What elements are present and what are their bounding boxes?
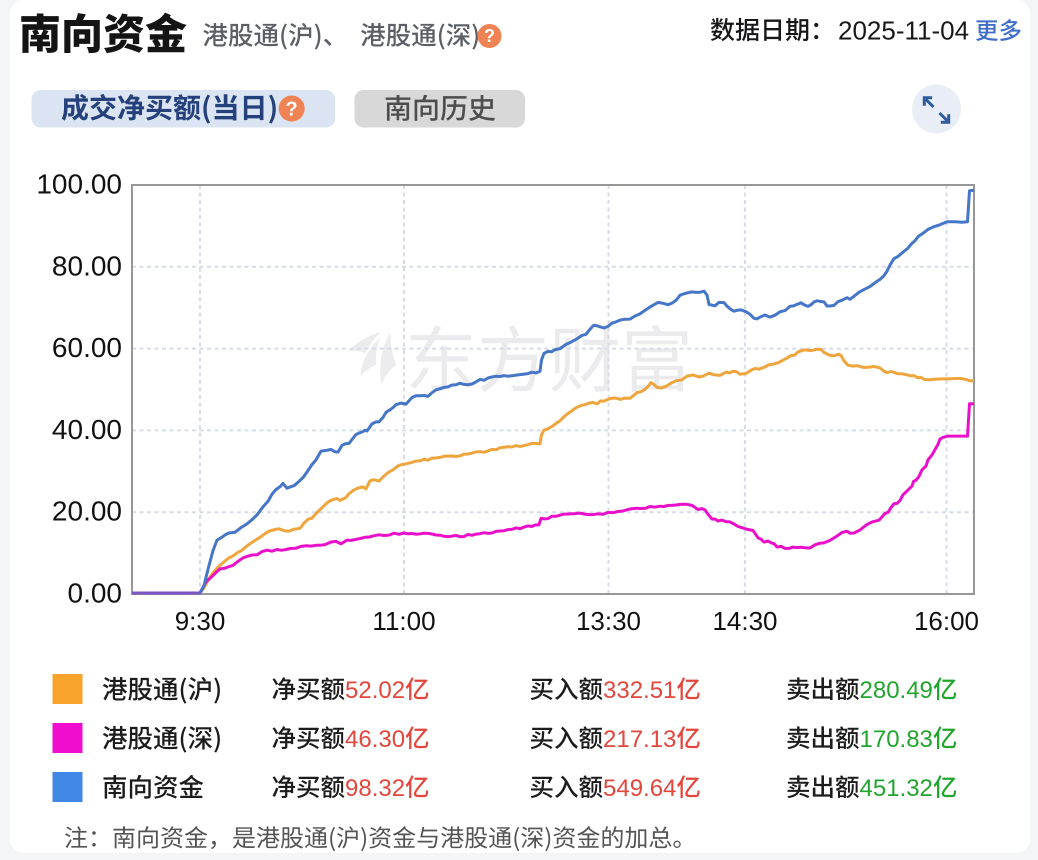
svg-text:217.13: 217.13 — [603, 726, 676, 753]
svg-text:20.00: 20.00 — [52, 496, 122, 527]
svg-text:332.51: 332.51 — [603, 677, 676, 704]
svg-text:?: ? — [484, 26, 495, 46]
svg-text:2025-11-04: 2025-11-04 — [838, 16, 969, 46]
svg-text:14:30: 14:30 — [712, 606, 777, 636]
svg-text:100.00: 100.00 — [36, 169, 122, 200]
svg-text:40.00: 40.00 — [52, 414, 122, 445]
svg-text:52.02: 52.02 — [345, 677, 405, 704]
svg-text:451.32: 451.32 — [860, 775, 933, 802]
svg-text:9:30: 9:30 — [175, 606, 226, 636]
svg-text:11:00: 11:00 — [372, 606, 435, 636]
svg-text:13:30: 13:30 — [576, 606, 641, 636]
svg-text:98.32: 98.32 — [345, 775, 405, 802]
svg-text:280.49: 280.49 — [860, 677, 933, 704]
svg-text:549.64: 549.64 — [603, 775, 676, 802]
svg-text:80.00: 80.00 — [52, 250, 122, 281]
svg-text:60.00: 60.00 — [52, 332, 122, 363]
svg-text:46.30: 46.30 — [345, 726, 405, 753]
svg-text:0.00: 0.00 — [68, 578, 123, 609]
svg-text:?: ? — [286, 98, 298, 120]
svg-text:170.83: 170.83 — [860, 726, 933, 753]
svg-text:16:00: 16:00 — [914, 606, 979, 636]
